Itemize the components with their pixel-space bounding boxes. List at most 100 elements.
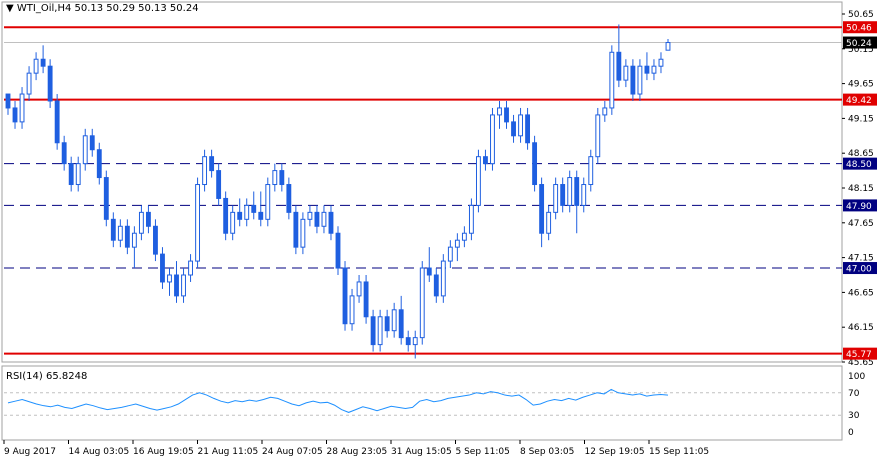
candle-body-50: [356, 281, 362, 297]
level-label-0: 50.46: [846, 24, 872, 34]
candle-body-81: [574, 177, 580, 206]
candle-body-86: [609, 51, 615, 109]
current-price-bg: [843, 36, 877, 49]
x-tick-label-3: 21 Aug 11:05: [198, 447, 259, 457]
candle-body-63: [447, 246, 453, 262]
rsi-tick-label-1: 70: [848, 389, 860, 399]
candle-body-34: [244, 204, 250, 220]
candle-body-84: [595, 114, 601, 158]
rsi-panel-frame: [1, 365, 843, 441]
x-tick-label-8: 8 Sep 03:05: [520, 447, 574, 457]
level-lines: [4, 26, 842, 355]
chart-header: ▼ WTI_Oil,H4 50.13 50.29 50.13 50.24: [6, 3, 199, 14]
candle-body-80: [567, 177, 573, 206]
candle-body-46: [328, 211, 334, 234]
candle-body-8: [61, 142, 67, 165]
candle-body-53: [377, 316, 383, 346]
candle-body-70: [497, 107, 502, 116]
candle-body-4: [33, 58, 39, 74]
y-tick-label-8: 46.65: [848, 288, 874, 298]
candle-body-22: [160, 253, 165, 283]
candle-body-55: [391, 309, 397, 332]
candle-body-1: [12, 107, 18, 123]
candle-body-0: [5, 93, 11, 109]
candle-body-93: [658, 58, 664, 67]
candle-body-75: [532, 142, 538, 186]
candle-body-13: [96, 149, 102, 179]
candle-body-74: [525, 114, 531, 144]
candle-body-26: [188, 260, 193, 276]
candle-body-90: [637, 65, 643, 95]
level-label-bg-0: [843, 21, 877, 34]
candle-body-38: [272, 170, 278, 186]
candle-body-78: [553, 184, 559, 213]
x-tick-label-6: 31 Aug 15:05: [391, 447, 452, 457]
candle-body-91: [644, 65, 650, 74]
candle-body-79: [560, 184, 566, 206]
candle-body-51: [363, 281, 369, 318]
candle-body-52: [370, 316, 376, 346]
menu-triangle-icon[interactable]: ▼: [6, 3, 14, 14]
candle-body-72: [511, 121, 516, 137]
candle-body-6: [47, 65, 53, 102]
candle-body-31: [223, 197, 229, 234]
candle-body-2: [19, 93, 25, 123]
level-label-bg-1: [843, 93, 877, 106]
candle-body-20: [145, 211, 151, 227]
level-label-2: 48.50: [846, 160, 872, 170]
level-labels: 50.46 49.42 48.50 47.90 47.00 45.77 50.24: [843, 21, 877, 360]
candle-body-56: [398, 309, 404, 339]
candle-body-89: [630, 65, 636, 95]
x-tick-label-4: 24 Aug 07:05: [262, 447, 323, 457]
candle-body-57: [405, 337, 411, 346]
y-tick-label-0: 50.65: [848, 10, 874, 20]
candle-body-40: [286, 184, 292, 213]
y-tick-label-1: 50.15: [848, 45, 874, 55]
x-tick-label-9: 12 Sep 19:05: [585, 447, 645, 457]
candle-body-47: [335, 232, 341, 269]
candle-body-27: [195, 184, 201, 262]
candle-body-66: [468, 204, 474, 234]
candle-body-33: [237, 211, 243, 220]
candle-body-54: [384, 316, 390, 332]
candle-body-41: [293, 211, 299, 248]
candle-body-28: [202, 156, 208, 186]
candle-body-76: [539, 184, 545, 234]
candle-body-83: [588, 156, 594, 186]
candle-body-43: [307, 211, 313, 220]
candle-body-73: [518, 114, 523, 137]
candle-body-58: [412, 337, 418, 346]
candle-body-35: [251, 204, 257, 213]
candle-body-87: [616, 51, 622, 81]
candle-body-69: [490, 114, 495, 165]
rsi-tick-label-0: 100: [848, 372, 865, 382]
x-tick-label-2: 16 Aug 19:05: [133, 447, 194, 457]
y-tick-label-3: 49.15: [848, 114, 874, 124]
y-tick-label-6: 47.65: [848, 219, 874, 229]
rsi-tick-label-2: 30: [848, 411, 860, 421]
level-label-5: 45.77: [846, 350, 872, 360]
price-axis: 50.65 50.15 49.65 49.15 48.65 48.15 47.65 47.15…: [842, 10, 874, 368]
level-label-bg-2: [843, 157, 877, 170]
symbol-info: WTI_Oil,H4 50.13 50.29 50.13 50.24: [16, 3, 199, 14]
current-price-label: 50.24: [846, 39, 872, 49]
candle-body-36: [258, 211, 264, 220]
candle-body-3: [26, 72, 32, 95]
candle-body-19: [138, 211, 144, 234]
candle-body-37: [265, 184, 271, 220]
rsi-line: [7, 388, 669, 413]
candle-body-18: [131, 232, 137, 248]
candle-body-67: [475, 156, 481, 206]
level-label-1: 49.42: [846, 96, 872, 106]
candle-body-23: [167, 274, 172, 283]
candles: [5, 24, 671, 359]
candle-body-68: [483, 156, 488, 165]
candle-body-92: [651, 65, 657, 74]
level-label-bg-4: [843, 262, 877, 275]
candle-body-45: [321, 211, 327, 227]
candle-body-85: [602, 107, 608, 116]
candle-body-77: [546, 211, 552, 234]
y-tick-label-4: 48.65: [848, 149, 874, 159]
